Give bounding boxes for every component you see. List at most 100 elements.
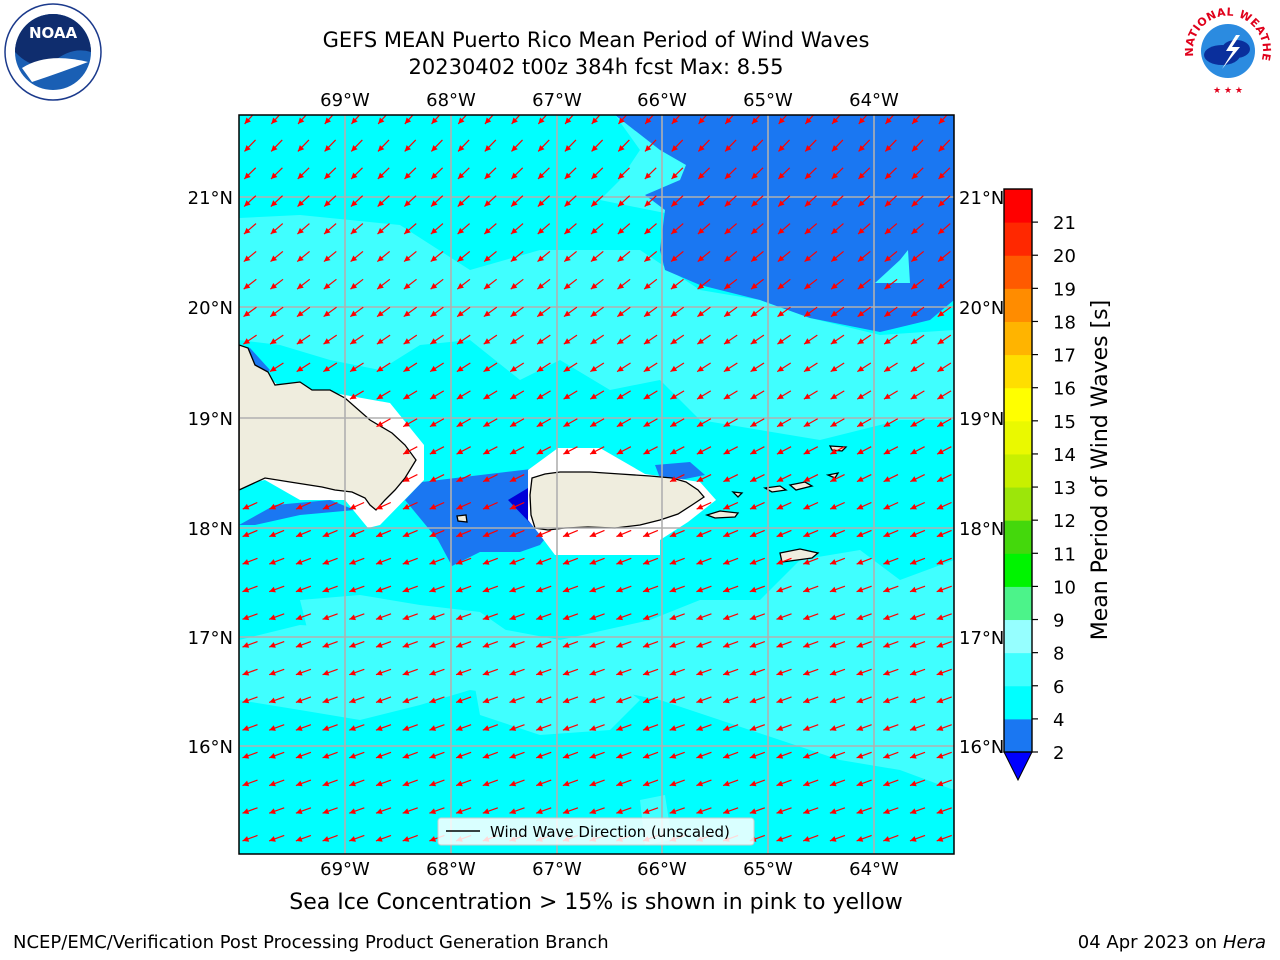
wave-direction-arrow [375,751,392,759]
wave-direction-arrow [830,250,844,263]
wave-direction-arrow [670,362,685,373]
wave-direction-arrow [482,751,499,759]
wave-direction-arrow [724,195,737,207]
wave-direction-arrow [242,585,258,593]
wave-direction-arrow [696,807,712,815]
wave-direction-arrow [590,250,604,263]
wave-direction-arrow [243,278,257,290]
wave-direction-arrow [376,306,391,318]
wave-direction-arrow [242,751,258,759]
wave-direction-arrow [616,751,632,759]
wave-direction-arrow [856,529,872,538]
wave-direction-arrow [483,250,497,263]
wave-direction-arrow [402,501,418,510]
wave-direction-arrow [482,696,499,704]
wave-direction-arrow [484,139,497,152]
wave-direction-arrow [909,834,926,842]
wave-direction-arrow [669,779,685,787]
wave-direction-arrow [402,641,418,648]
wave-direction-arrow [269,529,285,538]
wave-direction-arrow [670,223,684,235]
wave-direction-arrow [830,362,845,373]
wave-direction-arrow [295,501,311,510]
wave-direction-arrow [242,613,258,621]
wave-direction-arrow [857,362,872,373]
wave-direction-arrow [938,167,951,180]
wave-direction-arrow [349,641,365,648]
wave-direction-arrow [457,195,470,207]
colorbar-bin [1004,685,1032,720]
wave-direction-arrow [377,223,390,235]
wave-direction-arrow [802,613,819,621]
wave-direction-arrow [484,195,497,207]
wave-direction-arrow [776,834,792,842]
nws-stars-icon: ★ ★ ★ [1213,86,1243,96]
wave-direction-arrow [537,223,551,235]
wave-direction-arrow [884,278,898,290]
wave-direction-arrow [455,668,472,676]
wave-direction-arrow [883,474,899,483]
wave-direction-arrow [830,334,845,345]
wave-direction-arrow [857,250,871,263]
wave-direction-arrow [670,306,685,318]
wave-direction-arrow [402,779,418,787]
wave-direction-arrow [883,418,899,428]
wave-direction-arrow [268,696,285,704]
wave-direction-arrow [829,641,846,648]
wave-direction-arrow [483,306,498,318]
wave-direction-arrow [455,557,472,565]
wave-direction-arrow [590,362,605,373]
wave-direction-arrow [884,115,895,125]
wave-direction-arrow [535,807,552,815]
wave-direction-arrow [857,278,871,290]
wave-direction-arrow [482,501,498,510]
wave-direction-arrow [429,474,445,483]
wave-direction-arrow [831,115,841,125]
wave-direction-arrow [910,334,925,345]
wave-direction-arrow [802,779,819,787]
wave-direction-arrow [456,362,471,373]
wave-direction-arrow [562,557,579,565]
wave-direction-arrow [562,779,579,787]
wave-direction-arrow [696,390,712,400]
wave-direction-arrow [562,724,579,731]
wave-direction-arrow [509,668,525,676]
wave-direction-arrow [590,334,605,345]
wave-direction-arrow [404,115,414,125]
wave-direction-arrow [616,390,631,400]
wave-direction-arrow [669,474,685,483]
wave-direction-arrow [749,557,765,565]
wave-direction-arrow [511,139,523,152]
wave-period-2-4-regions [239,115,954,566]
wave-direction-arrow [617,278,631,290]
wave-direction-arrow [509,418,525,428]
wave-direction-arrow [616,613,632,621]
quiver-legend-label: Wind Wave Direction (unscaled) [490,823,730,841]
wave-direction-arrow [455,724,472,731]
lon-label-bottom: 68°W [426,859,476,880]
wave-direction-arrow [535,641,552,648]
wave-direction-arrow [723,278,738,290]
wave-direction-arrow [644,223,657,235]
wave-direction-arrow [616,641,632,648]
wave-direction-arrow [457,223,471,235]
wave-direction-arrow [910,390,925,400]
wave-direction-arrow [349,501,365,510]
wave-direction-arrow [776,807,792,815]
wave-direction-arrow [509,724,525,731]
wave-direction-arrow [590,195,604,207]
wave-direction-arrow [295,751,312,759]
wave-direction-arrow [456,501,472,510]
lat-label-left: 18°N [188,519,233,540]
wave-direction-arrow [616,807,632,815]
wave-direction-arrow [804,139,817,152]
wave-direction-arrow [429,641,445,648]
wave-direction-arrow [375,807,392,815]
wave-direction-arrow [268,613,285,621]
wave-direction-arrow [909,557,926,565]
band-4-6-south [239,690,954,854]
wave-direction-arrow [429,724,445,731]
map-frame [238,114,955,855]
wave-direction-arrow [696,474,712,483]
wave-direction-arrow [669,446,685,455]
